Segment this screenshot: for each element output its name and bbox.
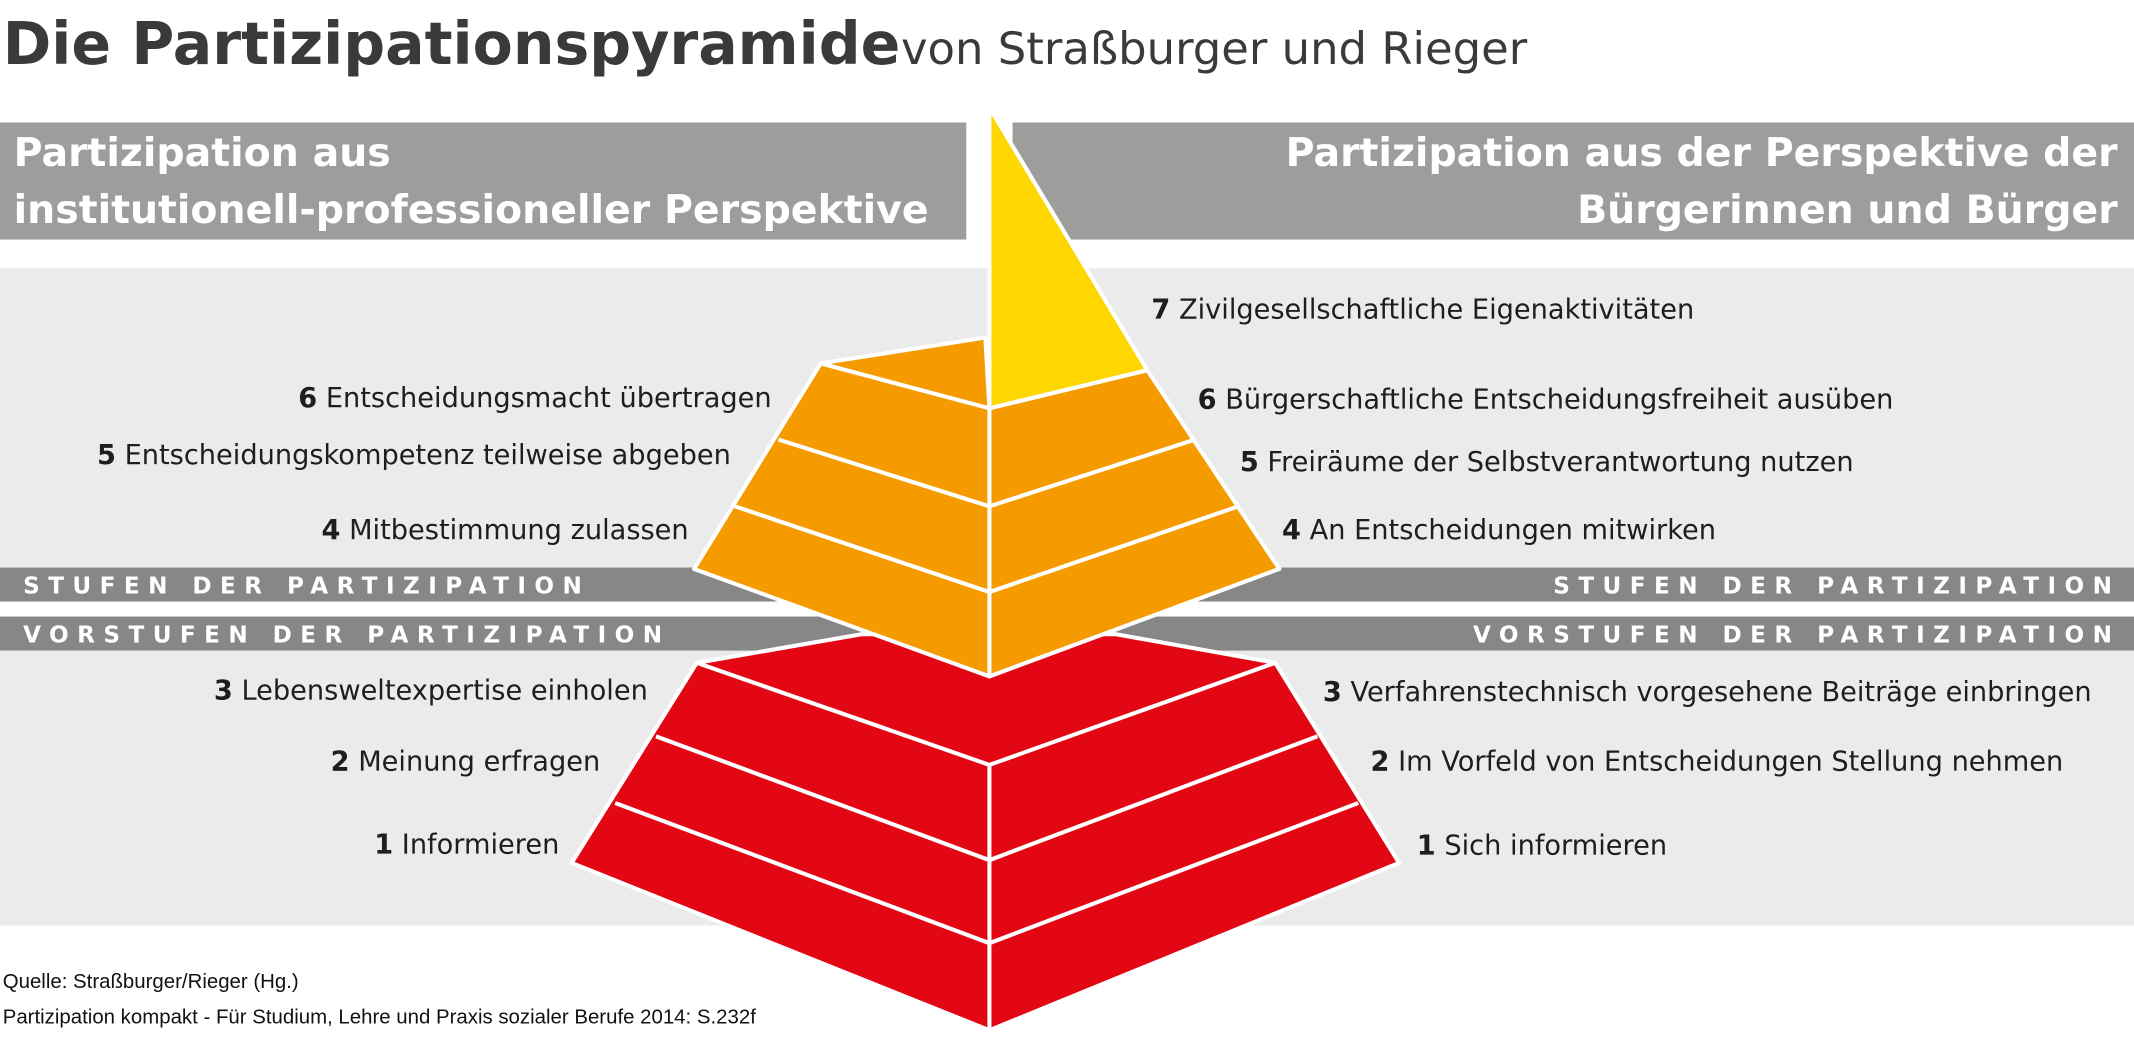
right-level-7: 7 Zivilgesellschaftliche Eigenaktivitäte…	[1151, 294, 1694, 325]
right-level-1: 1 Sich informieren	[1417, 831, 1667, 862]
stufen-label-left: STUFEN DER PARTIZIPATION	[23, 573, 590, 599]
pyramid-orange-section	[692, 335, 1282, 679]
left-level-2: 2 Meinung erfragen	[331, 746, 601, 777]
right-level-6: 6 Bürgerschaftliche Entscheidungsfreihei…	[1198, 384, 1894, 415]
left-level-labels: 6 Entscheidungsmacht übertragen 5 Entsch…	[97, 383, 772, 860]
right-header-line-2: Bürgerinnen und Bürger	[1577, 187, 2118, 233]
right-header-box	[1012, 122, 2134, 240]
stufen-label-right: STUFEN DER PARTIZIPATION	[1553, 573, 2120, 599]
right-level-3: 3 Verfahrenstechnisch vorgesehene Beiträ…	[1323, 677, 2092, 708]
left-level-5: 5 Entscheidungskompetenz teilweise abgeb…	[97, 440, 731, 471]
right-header-line-1: Partizipation aus der Perspektive der	[1286, 130, 2119, 176]
left-level-6: 6 Entscheidungsmacht übertragen	[298, 383, 771, 414]
source-line-1: Quelle: Straßburger/Rieger (Hg.)	[3, 971, 299, 993]
right-level-4: 4 An Entscheidungen mitwirken	[1282, 515, 1716, 546]
source-line-2: Partizipation kompakt - Für Studium, Leh…	[3, 1006, 756, 1028]
right-level-5: 5 Freiräume der Selbstverantwortung nutz…	[1240, 447, 1854, 478]
vorstufen-label-left: VORSTUFEN DER PARTIZIPATION	[23, 622, 670, 648]
page-title: Die Partizipationspyramide	[3, 10, 901, 78]
left-level-4: 4 Mitbestimmung zulassen	[321, 515, 688, 546]
pyramid-red-section	[569, 632, 1402, 1033]
pyramid-yellow-apex	[987, 105, 1150, 411]
vorstufen-label-right: VORSTUFEN DER PARTIZIPATION	[1473, 622, 2120, 648]
left-level-1: 1 Informieren	[374, 829, 559, 860]
left-level-3: 3 Lebensweltexpertise einholen	[214, 676, 648, 707]
left-header-line-2: institutionell-professioneller Perspekti…	[14, 187, 929, 233]
left-header-line-1: Partizipation aus	[14, 130, 391, 176]
left-header-box	[0, 122, 967, 240]
page-subtitle: von Straßburger und Rieger	[901, 22, 1528, 75]
right-level-labels: 7 Zivilgesellschaftliche Eigenaktivitäte…	[1151, 294, 2091, 861]
right-level-2: 2 Im Vorfeld von Entscheidungen Stellung…	[1370, 746, 2063, 777]
